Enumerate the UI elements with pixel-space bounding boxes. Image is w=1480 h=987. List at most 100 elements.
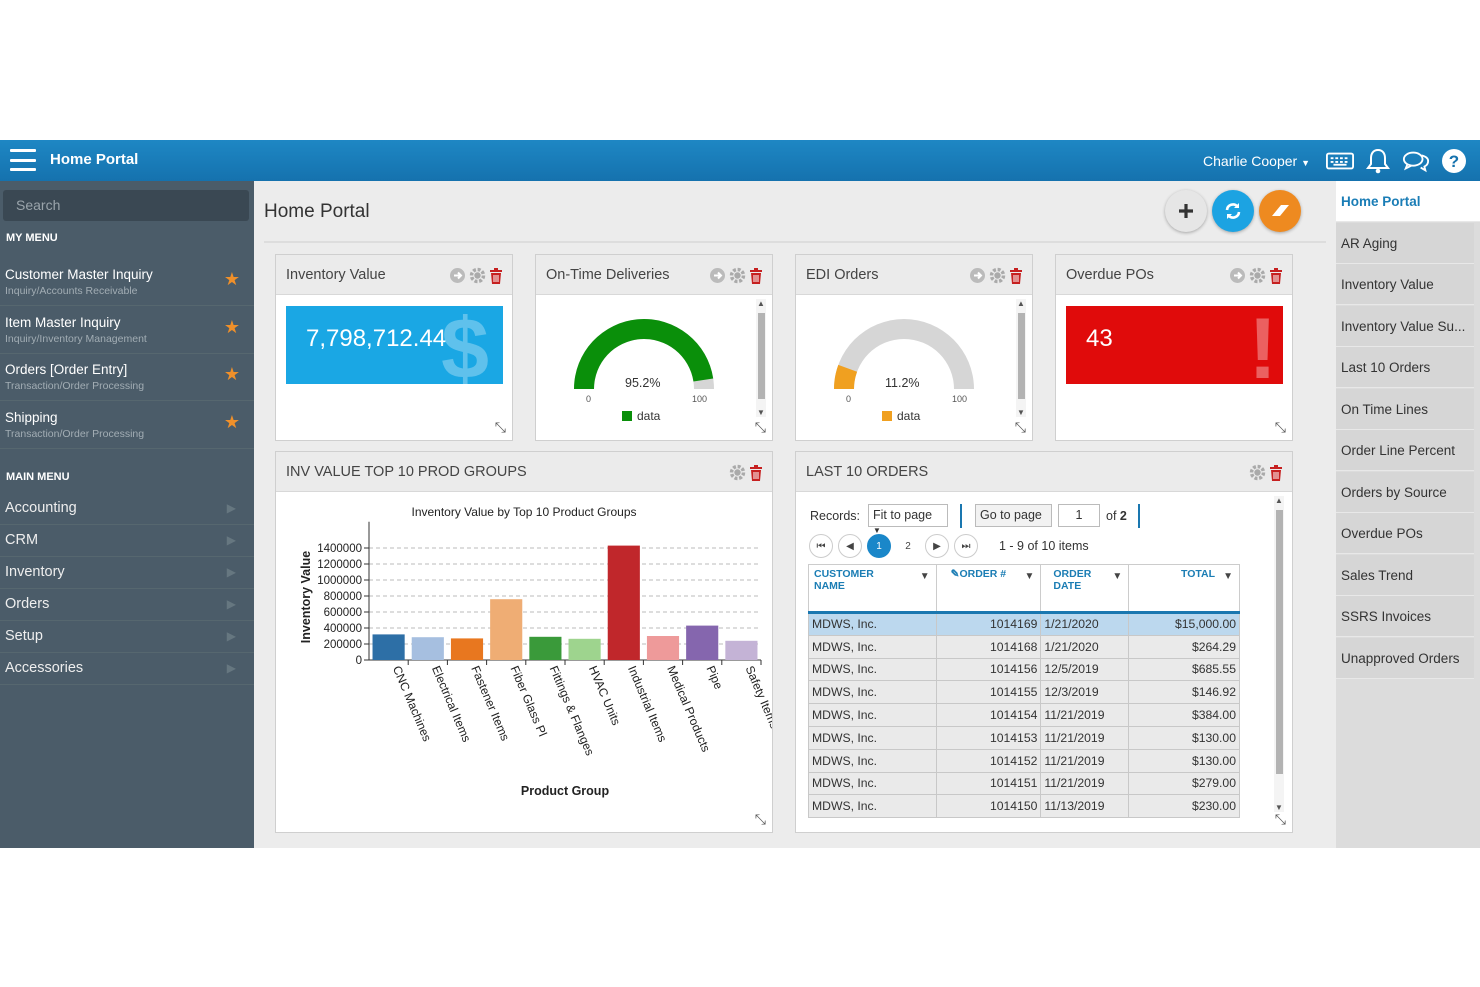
table-row[interactable]: MDWS, Inc. 1014154 11/21/2019 $384.00	[808, 703, 1240, 727]
table-row[interactable]: MDWS, Inc. 1014155 12/3/2019 $146.92	[808, 680, 1240, 705]
search-input[interactable]: Search	[3, 190, 249, 221]
scroll-up-icon[interactable]: ▲	[1017, 299, 1025, 308]
scroll-up-icon[interactable]: ▲	[757, 299, 765, 308]
right-nav-item[interactable]: Order Line Percent	[1336, 430, 1474, 471]
scroll-thumb[interactable]	[758, 313, 765, 399]
table-row[interactable]: MDWS, Inc. 1014150 11/13/2019 $230.00	[808, 794, 1240, 819]
filter-icon[interactable]: ▼	[1024, 571, 1035, 582]
arrow-right-circle-icon[interactable]	[1229, 267, 1246, 289]
table-cell: 1014153	[935, 725, 1042, 750]
right-nav-item[interactable]: Unapproved Orders	[1336, 637, 1474, 679]
table-row[interactable]: MDWS, Inc. 1014169 1/21/2020 $15,000.00	[808, 612, 1240, 636]
resize-handle-icon[interactable]: ⤡	[1274, 811, 1286, 827]
my-menu-item[interactable]: Item Master Inquiry Inquiry/Inventory Man…	[0, 307, 254, 354]
arrow-right-circle-icon[interactable]	[709, 267, 726, 289]
x-tick-label: Fiber Glass Pl	[507, 664, 549, 739]
scroll-down-icon[interactable]: ▼	[757, 408, 765, 417]
page-1-button[interactable]: 1	[867, 534, 891, 558]
gear-icon[interactable]	[729, 267, 746, 289]
resize-handle-icon[interactable]: ⤡	[494, 419, 506, 435]
prev-page-icon[interactable]: ◀	[838, 534, 862, 558]
column-header-customer[interactable]: CUSTOMER NAME ▼	[808, 564, 937, 614]
right-nav-item[interactable]: Inventory Value	[1336, 264, 1474, 305]
page-2-button[interactable]: 2	[896, 534, 920, 558]
main-menu-item[interactable]: Setup ▶	[0, 621, 254, 653]
add-button[interactable]	[1165, 190, 1207, 232]
main-menu-item[interactable]: Accessories ▶	[0, 653, 254, 685]
scrollbar[interactable]: ▲ ▼	[1274, 496, 1284, 812]
main-menu-item[interactable]: Orders ▶	[0, 589, 254, 621]
scrollbar[interactable]: ▲ ▼	[756, 299, 766, 417]
right-nav-item[interactable]: Last 10 Orders	[1336, 347, 1474, 388]
gear-icon[interactable]	[469, 267, 486, 289]
right-nav-item[interactable]: Overdue POs	[1336, 513, 1474, 554]
table-row[interactable]: MDWS, Inc. 1014153 11/21/2019 $130.00	[808, 725, 1240, 750]
my-menu-item[interactable]: Customer Master Inquiry Inquiry/Accounts …	[0, 259, 254, 306]
trash-icon[interactable]	[1269, 464, 1283, 486]
arrow-right-circle-icon[interactable]	[969, 267, 986, 289]
table-row[interactable]: MDWS, Inc. 1014152 11/21/2019 $130.00	[808, 748, 1240, 773]
column-header-total[interactable]: TOTAL ▼	[1128, 564, 1240, 614]
trash-icon[interactable]	[1269, 267, 1283, 289]
last-page-icon[interactable]: ⏭	[954, 534, 978, 558]
scroll-down-icon[interactable]: ▼	[1017, 408, 1025, 417]
refresh-button[interactable]	[1212, 190, 1254, 232]
column-header-order-date[interactable]: ORDER DATE ▼	[1040, 564, 1130, 614]
gear-icon[interactable]	[1249, 267, 1266, 289]
trash-icon[interactable]	[489, 267, 503, 289]
gear-icon[interactable]	[989, 267, 1006, 289]
star-icon[interactable]: ★	[223, 364, 240, 384]
go-to-page-button[interactable]: Go to page	[975, 504, 1052, 527]
first-page-icon[interactable]: ⏮	[809, 534, 833, 558]
hamburger-menu-icon[interactable]	[10, 149, 36, 171]
right-nav-item[interactable]: AR Aging	[1336, 222, 1474, 264]
scroll-thumb[interactable]	[1276, 510, 1283, 774]
trash-icon[interactable]	[749, 464, 763, 486]
resize-handle-icon[interactable]: ⤡	[1274, 419, 1286, 435]
scrollbar[interactable]: ▲ ▼	[1016, 299, 1026, 417]
right-nav-item[interactable]: On Time Lines	[1336, 388, 1474, 430]
gear-icon[interactable]	[1249, 464, 1266, 486]
my-menu-item[interactable]: Shipping Transaction/Order Processing ★	[0, 402, 254, 449]
star-icon[interactable]: ★	[223, 411, 240, 432]
clear-layout-button[interactable]	[1259, 190, 1301, 232]
star-icon[interactable]: ★	[223, 316, 240, 337]
main-menu-item[interactable]: Inventory ▶	[0, 557, 254, 589]
resize-handle-icon[interactable]: ⤡	[754, 811, 766, 827]
arrow-right-circle-icon[interactable]	[449, 267, 466, 289]
table-row[interactable]: MDWS, Inc. 1014156 12/5/2019 $685.55	[808, 657, 1240, 682]
keyboard-icon[interactable]	[1326, 147, 1354, 175]
chat-icon[interactable]	[1402, 147, 1430, 175]
main-menu-item[interactable]: CRM ▶	[0, 525, 254, 557]
inventory-value-tile[interactable]: $ 7,798,712.44	[286, 306, 503, 384]
next-page-icon[interactable]: ▶	[925, 534, 949, 558]
resize-handle-icon[interactable]: ⤡	[1014, 419, 1026, 435]
column-header-order-number[interactable]: ✎ORDER # ▼	[935, 564, 1042, 614]
records-select[interactable]: Fit to page ▼	[868, 504, 948, 535]
right-nav-item[interactable]: Sales Trend	[1336, 554, 1474, 596]
gear-icon[interactable]	[729, 464, 746, 486]
right-nav-item[interactable]: Orders by Source	[1336, 471, 1474, 513]
overdue-pos-tile[interactable]: ! 43	[1066, 306, 1283, 384]
trash-icon[interactable]	[749, 267, 763, 289]
scroll-up-icon[interactable]: ▲	[1275, 496, 1283, 505]
bell-icon[interactable]	[1364, 147, 1392, 175]
filter-icon[interactable]: ▼	[1112, 571, 1123, 582]
right-nav-item[interactable]: Home Portal	[1336, 181, 1480, 222]
scroll-thumb[interactable]	[1018, 313, 1025, 399]
table-row[interactable]: MDWS, Inc. 1014151 11/21/2019 $279.00	[808, 771, 1240, 796]
table-row[interactable]: MDWS, Inc. 1014168 1/21/2020 $264.29	[808, 634, 1240, 659]
my-menu-item[interactable]: Orders [Order Entry] Transaction/Order Pr…	[0, 354, 254, 401]
star-icon[interactable]: ★	[223, 269, 240, 289]
trash-icon[interactable]	[1009, 267, 1023, 289]
page-number-input[interactable]: 1	[1058, 504, 1100, 527]
right-nav-item[interactable]: Inventory Value Su...	[1336, 305, 1474, 347]
main-menu-item[interactable]: Accounting ▶	[0, 493, 254, 525]
right-nav-item[interactable]: SSRS Invoices	[1336, 596, 1474, 637]
help-icon[interactable]: ?	[1440, 147, 1468, 175]
user-menu[interactable]: Charlie Cooper ▼	[1203, 153, 1310, 169]
scroll-down-icon[interactable]: ▼	[1275, 803, 1283, 812]
filter-icon[interactable]: ▼	[1223, 571, 1233, 582]
resize-handle-icon[interactable]: ⤡	[754, 419, 766, 435]
filter-icon[interactable]: ▼	[919, 571, 930, 582]
